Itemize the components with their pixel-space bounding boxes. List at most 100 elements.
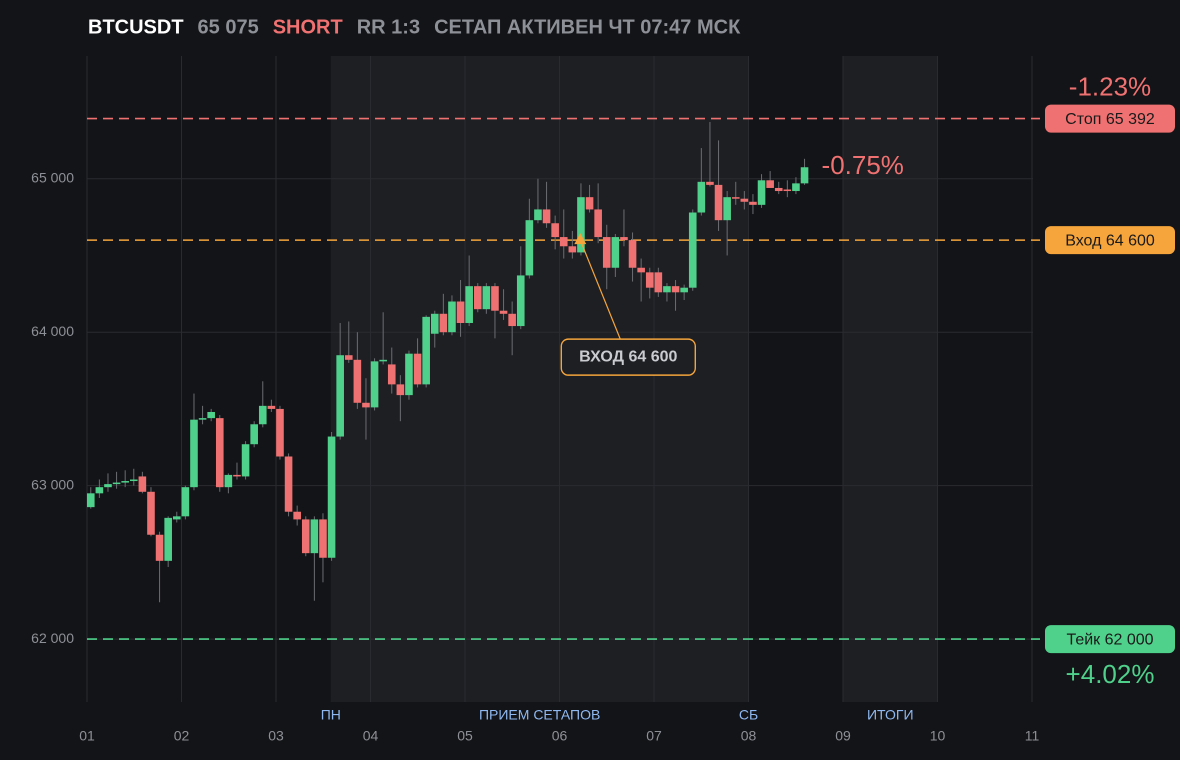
candle-body bbox=[559, 237, 568, 247]
candle-body bbox=[233, 474, 241, 477]
candle-body bbox=[207, 411, 215, 419]
entry-marker bbox=[574, 233, 587, 245]
annotation-leader bbox=[579, 239, 621, 340]
candle-body bbox=[663, 286, 671, 293]
level-pill bbox=[1045, 226, 1175, 255]
candle-body bbox=[387, 364, 396, 385]
candle-body bbox=[792, 183, 800, 192]
candle-body bbox=[327, 436, 336, 558]
candle-body bbox=[551, 223, 559, 238]
x-tick-label: 05 bbox=[457, 728, 473, 744]
candle-body bbox=[319, 519, 327, 558]
header-price: 65 075 bbox=[198, 16, 259, 38]
candle-body bbox=[731, 197, 740, 199]
level-pill bbox=[1045, 104, 1175, 133]
x-tick-label: 03 bbox=[268, 728, 284, 744]
session-label: СБ bbox=[739, 707, 758, 723]
candle-body bbox=[164, 517, 172, 561]
candle-body bbox=[241, 444, 250, 477]
candle-body bbox=[396, 384, 405, 396]
y-tick-label: 63 000 bbox=[31, 476, 74, 492]
candle-body bbox=[499, 310, 508, 314]
x-tick-label: 10 bbox=[930, 728, 946, 744]
candle-body bbox=[405, 353, 413, 396]
candle-body bbox=[525, 220, 534, 276]
candle-body bbox=[456, 301, 465, 323]
level-label: Вход 64 600 bbox=[1065, 232, 1155, 249]
x-tick-label: 07 bbox=[646, 728, 662, 744]
candle-body bbox=[172, 516, 181, 520]
candle-body bbox=[413, 353, 422, 385]
y-tick-label: 62 000 bbox=[31, 630, 74, 646]
y-tick-label: 64 000 bbox=[31, 323, 74, 339]
candle-body bbox=[800, 167, 809, 184]
session-label: ИТОГИ bbox=[867, 707, 914, 723]
candle-body bbox=[258, 405, 267, 425]
annotation-box bbox=[560, 338, 696, 376]
candle-body bbox=[585, 197, 594, 210]
candle-body bbox=[224, 474, 233, 488]
candle-body bbox=[491, 286, 499, 311]
candle-body bbox=[508, 313, 516, 327]
x-tick-label: 11 bbox=[1025, 728, 1040, 744]
y-tick-label: 65 000 bbox=[31, 169, 74, 185]
candle-body bbox=[757, 180, 766, 205]
candle-body bbox=[215, 418, 224, 488]
candle-body bbox=[301, 519, 310, 554]
candle-body bbox=[783, 189, 792, 192]
session-region bbox=[843, 56, 938, 702]
session-label: ПРИЕМ СЕТАПОВ bbox=[479, 707, 600, 723]
candle-body bbox=[112, 482, 121, 485]
candle-body bbox=[482, 286, 491, 310]
candle-body bbox=[654, 272, 663, 293]
candle-body bbox=[620, 237, 628, 241]
candle-body bbox=[465, 286, 473, 323]
candle-body bbox=[104, 484, 112, 488]
candle-body bbox=[293, 511, 301, 520]
candle-body bbox=[430, 313, 439, 334]
candle-body bbox=[190, 419, 198, 488]
candle-body bbox=[568, 246, 577, 253]
header-status: СЕТАП АКТИВЕН ЧТ 07:47 МСК bbox=[434, 16, 741, 38]
candle-body bbox=[680, 287, 688, 293]
candle-body bbox=[602, 237, 611, 268]
candle-body bbox=[766, 180, 774, 188]
candle-body bbox=[353, 359, 362, 403]
x-tick-label: 02 bbox=[174, 728, 190, 744]
candle-body bbox=[714, 184, 723, 221]
level-label: Тейк 62 000 bbox=[1066, 631, 1153, 648]
x-tick-label: 08 bbox=[741, 728, 757, 744]
candle-body bbox=[138, 476, 147, 492]
level-pill bbox=[1045, 625, 1175, 654]
candle-body bbox=[267, 405, 276, 409]
level-change: +4.02% bbox=[1066, 659, 1155, 689]
candle-body bbox=[611, 237, 620, 268]
candle-body bbox=[198, 418, 207, 420]
x-tick-label: 04 bbox=[363, 728, 379, 744]
candle-body bbox=[155, 534, 164, 561]
level-label: Стоп 65 392 bbox=[1065, 111, 1155, 128]
candle-body bbox=[688, 212, 697, 288]
candle-body bbox=[577, 197, 585, 253]
candle-body bbox=[740, 198, 749, 202]
candle-body bbox=[95, 487, 104, 494]
candle-body bbox=[86, 493, 95, 508]
candle-body bbox=[774, 187, 783, 192]
candle-body bbox=[284, 456, 293, 512]
x-tick-label: 01 bbox=[79, 728, 95, 744]
candle-body bbox=[276, 408, 284, 457]
candle-body bbox=[370, 361, 379, 408]
candle-body bbox=[671, 286, 680, 293]
candle-body bbox=[637, 267, 645, 273]
session-label: ПН bbox=[321, 707, 341, 723]
candle-body bbox=[516, 275, 525, 327]
candle-body bbox=[594, 209, 602, 238]
candle-body bbox=[379, 359, 387, 362]
candle-body bbox=[697, 181, 706, 213]
candle-body bbox=[250, 424, 258, 445]
candle-body bbox=[439, 313, 448, 333]
candle-body bbox=[723, 197, 731, 221]
x-tick-label: 06 bbox=[552, 728, 568, 744]
candle-body bbox=[534, 209, 542, 221]
